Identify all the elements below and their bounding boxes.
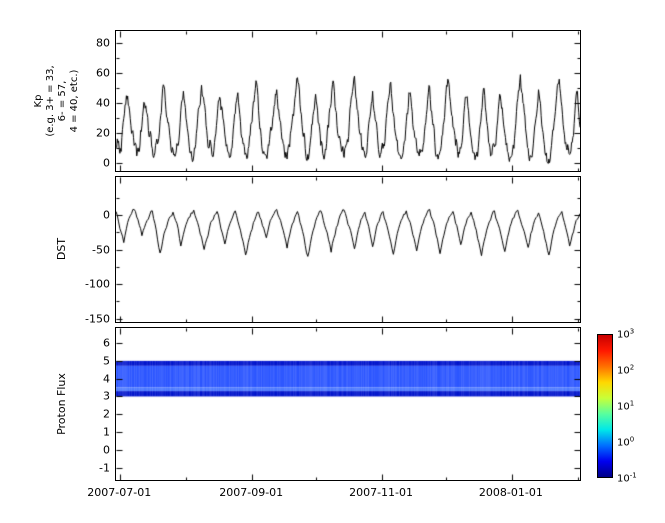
y-tick-label: -50: [92, 243, 110, 256]
x-tick-label: 2008-01-01: [478, 486, 543, 499]
dst-panel: [115, 176, 581, 323]
colorbar-tick-label: 101: [617, 399, 635, 413]
y-tick-label: 1: [103, 425, 110, 439]
y-tick-label: 6: [103, 336, 110, 350]
x-tick-label: 2007-09-01: [219, 486, 284, 499]
y-tick-label: 0: [103, 443, 110, 457]
kp-axis-label: Kp (e.g. 3+ = 33, 6- = 57, 4 = 40, etc.): [33, 65, 80, 137]
y-tick-label: -100: [85, 277, 110, 291]
y-tick-label: 2: [103, 407, 110, 421]
y-tick-label: 60: [96, 66, 110, 80]
dst-axis-label: DST: [55, 237, 68, 261]
y-tick-label: 40: [96, 96, 110, 110]
proton-flux-axis-label: Proton Flux: [55, 373, 68, 435]
colorbar-tick-label: 102: [617, 363, 635, 377]
y-tick-label: 20: [96, 126, 110, 140]
colorbar-tick-label: 100: [617, 435, 635, 449]
x-tick-label: 2007-11-01: [349, 486, 414, 499]
y-tick-label: 4: [103, 372, 110, 386]
colorbar-tick-label: 103: [617, 327, 635, 341]
x-tick-label: 2007-07-01: [87, 486, 152, 499]
colorbar: [597, 334, 613, 478]
y-tick-label: 3: [103, 389, 110, 403]
kp-plot-canvas: [116, 31, 580, 171]
proton-flux-spectrogram-canvas: [116, 328, 580, 480]
y-tick-label: -150: [85, 312, 110, 326]
y-tick-label: -1: [99, 461, 110, 475]
y-tick-label: 80: [96, 36, 110, 50]
y-tick-label: 0: [103, 208, 110, 222]
colorbar-tick-label: 10-1: [617, 471, 637, 485]
dst-plot-canvas: [116, 177, 580, 322]
y-tick-label: 0: [103, 156, 110, 170]
kp-panel: [115, 30, 581, 172]
y-tick-label: 5: [103, 354, 110, 368]
proton-flux-panel: [115, 327, 581, 481]
